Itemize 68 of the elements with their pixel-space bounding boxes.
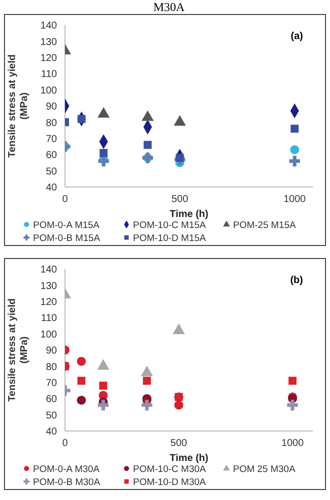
- y-tick-label: 90: [46, 102, 58, 113]
- x-tick-label: 0: [62, 194, 68, 206]
- point: [76, 396, 86, 405]
- annotation: (a): [290, 31, 303, 42]
- y-tick-label: 110: [41, 69, 58, 80]
- point: [142, 376, 151, 385]
- y-tick-label: 140: [40, 20, 58, 32]
- x-tick-label: 0: [62, 438, 68, 450]
- y-tick-label: 50: [46, 410, 58, 422]
- y-tick-label: 100: [40, 329, 58, 340]
- y-tick-label: 90: [46, 346, 58, 357]
- point: [144, 140, 152, 149]
- legend-label: POM-25 M15A: [232, 219, 297, 232]
- point: [77, 376, 86, 385]
- y-tick-label: 70: [46, 134, 58, 145]
- point: [100, 148, 108, 157]
- y-tick-label: 120: [40, 296, 58, 308]
- point: [176, 154, 184, 162]
- y-tick-label: 40: [46, 182, 58, 194]
- point: [290, 145, 300, 154]
- point: [140, 366, 153, 376]
- point: [76, 356, 86, 366]
- legend-label: POM 25 M30A: [232, 463, 296, 476]
- point: [172, 324, 185, 334]
- y-tick-label: 60: [46, 394, 58, 406]
- y-tick-label: 80: [46, 362, 58, 373]
- legend-label: POM-10-D M15A: [132, 232, 207, 245]
- point: [287, 400, 298, 410]
- point: [174, 400, 184, 410]
- point: [98, 107, 110, 118]
- point: [98, 156, 109, 166]
- annotation: (b): [290, 275, 303, 286]
- y-tick-label: 110: [41, 313, 58, 324]
- point: [174, 115, 186, 126]
- legend-label: POM-10-C M15A: [132, 220, 207, 232]
- point: [142, 400, 152, 410]
- x-tick-label: 1000: [284, 194, 306, 206]
- y-axis-title: Tensile stress at yield (MPa): [7, 54, 30, 158]
- legend-label: POM-0-B M15A: [32, 232, 102, 245]
- y-tick-label: 80: [46, 118, 58, 129]
- y-tick-label: 130: [40, 36, 58, 48]
- point: [289, 156, 300, 166]
- point: [288, 376, 297, 385]
- point: [98, 400, 109, 410]
- x-tick-label: 500: [171, 194, 189, 206]
- x-tick-label: 500: [170, 438, 188, 450]
- legend-label: POM-0-B M30A: [32, 476, 102, 489]
- point: [290, 124, 299, 133]
- legend-label: POM-10-C M30A: [132, 464, 207, 476]
- legend-label: POM-0-A M15A: [32, 219, 101, 232]
- point: [97, 359, 110, 370]
- point: [142, 110, 154, 121]
- y-tick-label: 140: [40, 264, 58, 276]
- point: [99, 382, 108, 390]
- y-tick-label: 60: [46, 150, 58, 162]
- legend-label: POM-10-D M30A: [132, 476, 207, 489]
- y-tick-label: 120: [40, 52, 58, 64]
- x-tick-label: 1000: [281, 438, 304, 450]
- legend-label: POM-0-A M30A: [32, 463, 101, 476]
- y-axis-title: Tensile stress at yield (MPa): [7, 298, 30, 402]
- y-tick-label: 130: [40, 280, 58, 292]
- y-tick-label: 100: [40, 85, 58, 96]
- x-axis-title: Time (h): [170, 209, 208, 220]
- y-tick-label: 40: [46, 426, 58, 438]
- x-axis-title: Time (h): [170, 453, 208, 464]
- chart-title: M30A: [152, 0, 186, 14]
- y-tick-label: 70: [46, 378, 58, 389]
- y-tick-label: 50: [46, 166, 58, 178]
